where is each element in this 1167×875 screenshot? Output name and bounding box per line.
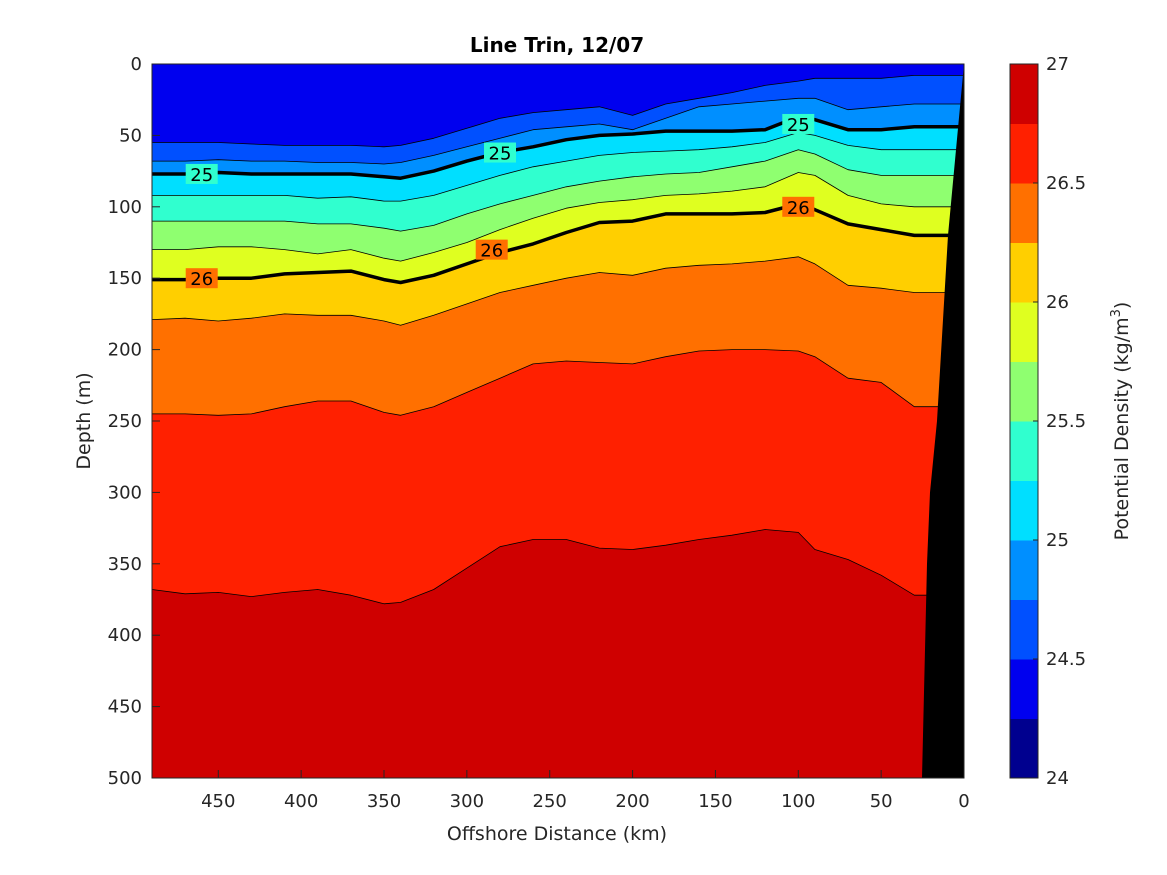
colorbar-tick-label: 24.5 (1046, 649, 1086, 670)
y-tick-label: 300 (108, 482, 142, 503)
x-tick-label: 450 (201, 791, 235, 812)
y-tick-label: 450 (108, 697, 142, 718)
contour-fills (152, 64, 964, 778)
x-axis-label: Offshore Distance (km) (447, 823, 667, 845)
isopycnal-26.5 (152, 256, 964, 326)
contour-label-25: 25 (787, 115, 810, 136)
y-tick-label: 150 (108, 268, 142, 289)
colorbar-swatch (1010, 242, 1038, 303)
y-tick-label: 200 (108, 340, 142, 361)
colorbar: 24 24.5 25 25.5 26 26.5 27 (1009, 54, 1086, 789)
x-tick-label: 250 (533, 791, 567, 812)
y-axis-label: Depth (m) (73, 372, 95, 469)
contour-label-bg (484, 142, 516, 163)
contour-label-25: 25 (190, 165, 213, 186)
colorbar-swatch (1010, 123, 1038, 184)
density-band-27 (152, 529, 964, 778)
colorbar-swatch (1010, 361, 1038, 422)
x-tick-label: 50 (870, 791, 893, 812)
contour-labels: 25 25 25 26 26 26 (185, 113, 815, 290)
y-tick-label: 0 (131, 54, 142, 75)
y-tick-label: 250 (108, 411, 142, 432)
y-tick-label: 50 (119, 125, 142, 146)
colorbar-swatch (1010, 421, 1038, 481)
colorbar-swatch (1010, 659, 1038, 719)
colorbar-tick-label: 25.5 (1046, 411, 1086, 432)
isopycnal-27 (152, 529, 964, 605)
contour-label-bg (475, 239, 508, 260)
colorbar-tick-label: 24 (1046, 768, 1069, 789)
isopycnal-24.75 (152, 75, 964, 148)
x-tick-label: 0 (958, 791, 969, 812)
y-tick-label: 100 (108, 197, 142, 218)
colorbar-swatch (1010, 64, 1038, 124)
contour-label-26: 26 (787, 198, 810, 219)
contour-label-26: 26 (190, 269, 213, 290)
x-tick-label: 100 (781, 791, 815, 812)
colorbar-tick-label: 27 (1046, 54, 1069, 75)
y-tick-label: 350 (108, 554, 142, 575)
colorbar-swatch (1010, 540, 1038, 600)
y-tick-label: 400 (108, 625, 142, 646)
y-axis: 0 50 100 150 200 250 300 350 400 450 500 (108, 54, 160, 789)
contour-label-26: 26 (480, 241, 503, 262)
colorbar-tick-label: 26.5 (1046, 173, 1086, 194)
contour-label-bg (782, 196, 815, 217)
colorbar-swatch (1010, 480, 1038, 541)
colorbar-swatch (1010, 302, 1038, 362)
colorbar-tick-label: 25 (1046, 530, 1069, 551)
contour-label-25: 25 (489, 144, 512, 165)
x-tick-label: 300 (450, 791, 484, 812)
isopycnal-26.75 (152, 349, 964, 416)
x-tick-label: 350 (367, 791, 401, 812)
isopycnal-26 (152, 172, 964, 262)
contour-label-bg (185, 268, 218, 289)
plot-area: 25 25 25 26 26 26 (151, 63, 965, 779)
x-tick-label: 150 (698, 791, 732, 812)
contour-label-bg (782, 113, 815, 134)
x-tick-label: 400 (284, 791, 318, 812)
colorbar-label: Potential Density (kg/m3) (1109, 302, 1133, 541)
x-tick-label: 200 (615, 791, 649, 812)
colorbar-swatch (1010, 599, 1038, 660)
isopycnal-25.75 (152, 149, 964, 232)
colorbar-swatch (1010, 718, 1038, 779)
isopycnal-25 (152, 97, 964, 165)
isopycnal-25.5 (152, 132, 964, 202)
contour-label-bg (185, 163, 218, 184)
x-axis: 450 400 350 300 250 200 150 100 50 0 (201, 770, 970, 812)
colorbar-tick-label: 26 (1046, 292, 1069, 313)
chart-title: Line Trin, 12/07 (470, 33, 644, 57)
y-tick-label: 500 (108, 768, 142, 789)
bathymetry-mask (922, 64, 964, 778)
colorbar-swatch (1010, 183, 1038, 243)
